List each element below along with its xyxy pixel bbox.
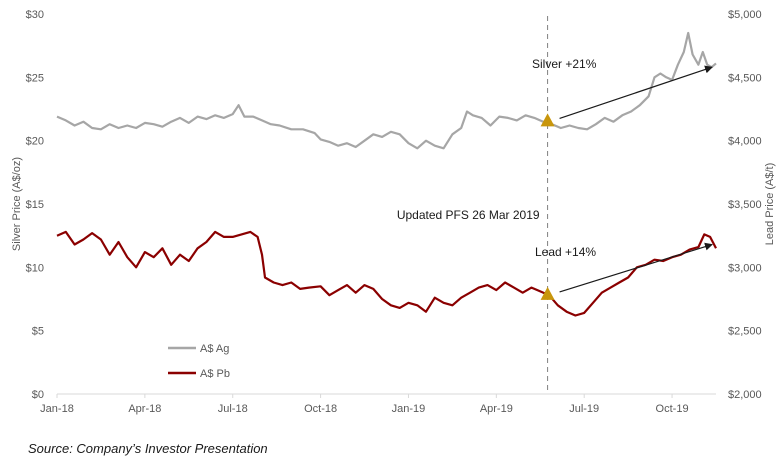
source-caption: Source: Company’s Investor Presentation	[28, 441, 268, 456]
x-tick-label: Apr-19	[480, 403, 513, 415]
y-right-tick-label: $3,500	[728, 199, 762, 211]
x-tick-label: Oct-18	[304, 403, 337, 415]
series-line-silver	[56, 31, 717, 150]
y-left-tick-label: $5	[32, 326, 44, 338]
y-left-tick-label: $15	[26, 199, 44, 211]
event-marker-lead	[540, 286, 555, 300]
x-tick-label: Jul-19	[569, 403, 599, 415]
change-label-lead: Lead +14%	[535, 245, 596, 259]
y-left-tick-label: $20	[26, 136, 44, 148]
legend-label: A$ Pb	[200, 368, 230, 380]
x-tick-label: Jul-18	[218, 403, 248, 415]
event-marker-silver	[540, 113, 555, 127]
y-right-tick-label: $4,500	[728, 72, 762, 84]
x-tick-label: Jan-19	[392, 403, 426, 415]
x-tick-label: Oct-19	[656, 403, 689, 415]
series-line-lead	[56, 230, 717, 317]
y-left-tick-label: $25	[26, 72, 44, 84]
y-left-tick-label: $30	[26, 9, 44, 21]
change-arrow-lead	[559, 242, 713, 293]
y-left-tick-label: $10	[26, 262, 44, 274]
x-tick-label: Apr-18	[128, 403, 161, 415]
y-axis-right-label: Lead Price (A$/t)	[764, 163, 776, 246]
change-arrow-silver	[559, 65, 713, 119]
change-label-silver: Silver +21%	[532, 57, 597, 71]
x-tick-label: Jan-18	[40, 403, 74, 415]
event-label: Updated PFS 26 Mar 2019	[397, 208, 540, 222]
y-right-tick-label: $3,000	[728, 262, 762, 274]
y-right-tick-label: $5,000	[728, 9, 762, 21]
silver-lead-price-chart: $0 $5 $10 $15 $20 $25 $30 $2,000 $2,500 $3,000 $3…	[11, 9, 776, 415]
y-right-tick-label: $2,000	[728, 389, 762, 401]
y-right-tick-label: $2,500	[728, 326, 762, 338]
legend-label: A$ Ag	[200, 343, 229, 355]
y-axis-left-label: Silver Price (A$/oz)	[11, 157, 23, 251]
y-right-tick-label: $4,000	[728, 136, 762, 148]
y-left-tick-label: $0	[32, 389, 44, 401]
